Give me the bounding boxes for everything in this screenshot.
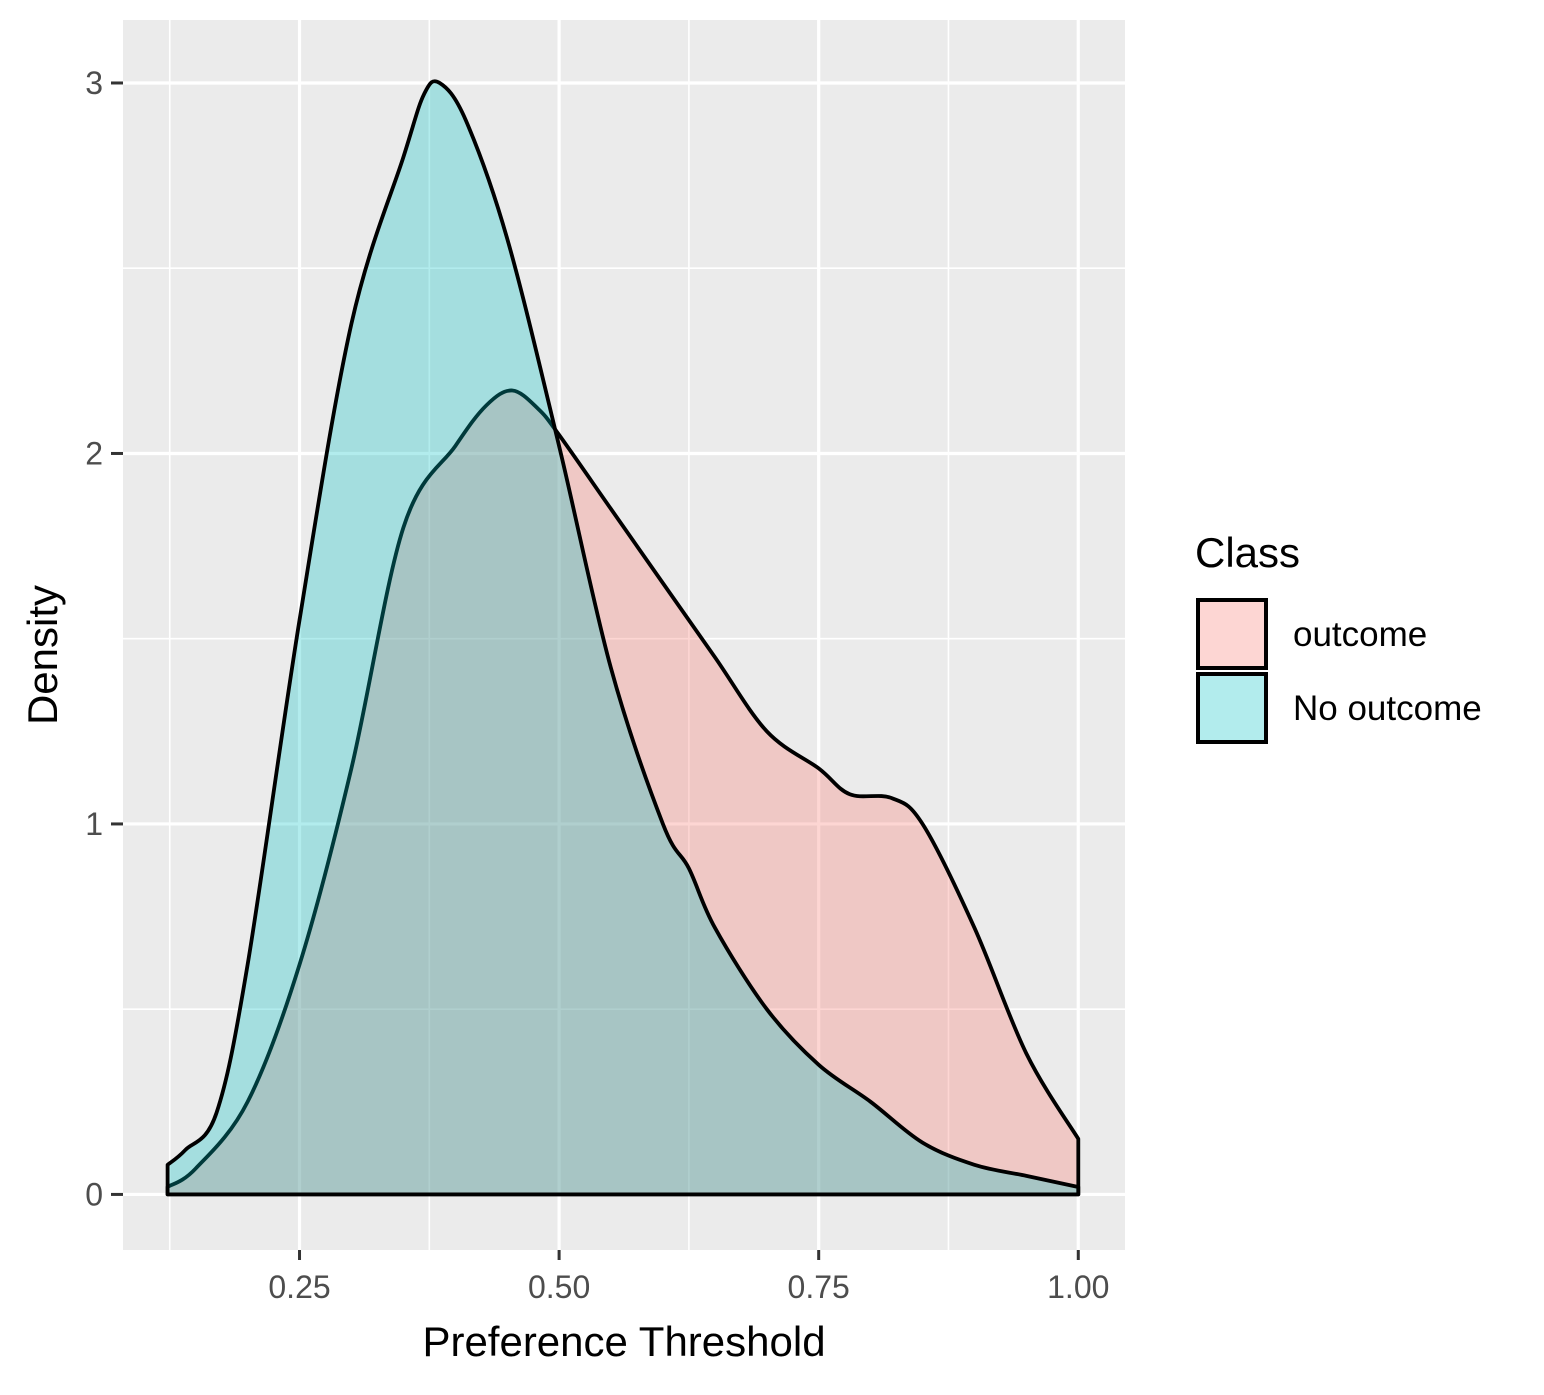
legend-label-outcome: outcome bbox=[1293, 615, 1427, 654]
minor-gridlines bbox=[123, 20, 1125, 1250]
legend-key-outcome bbox=[1196, 598, 1268, 670]
y-tick-label: 1 bbox=[85, 806, 103, 842]
x-tick-label: 0.25 bbox=[268, 1269, 330, 1305]
legend-key-bg bbox=[1198, 674, 1266, 742]
x-tick-label: 0.50 bbox=[528, 1269, 590, 1305]
density-series bbox=[165, 79, 1081, 1197]
legend-item-no-outcome: No outcome bbox=[1196, 672, 1482, 744]
major-gridlines bbox=[123, 20, 1125, 1250]
y-tick-label: 0 bbox=[85, 1176, 103, 1212]
density-area-outcome bbox=[165, 388, 1081, 1197]
legend: Class outcome No outcome bbox=[1195, 529, 1482, 744]
y-tick-label: 3 bbox=[85, 65, 103, 101]
y-axis-title: Density bbox=[19, 585, 66, 725]
y-tick-label: 2 bbox=[85, 435, 103, 471]
legend-key-bg bbox=[1198, 600, 1266, 668]
tick-labels: 0.25 0.50 0.75 1.00 0 1 2 3 bbox=[85, 65, 1109, 1305]
x-tick-label: 1.00 bbox=[1047, 1269, 1109, 1305]
legend-key-no-outcome bbox=[1196, 672, 1268, 744]
axis-ticks bbox=[111, 81, 1080, 1260]
legend-label-no-outcome: No outcome bbox=[1293, 689, 1482, 728]
x-axis-title: Preference Threshold bbox=[422, 1318, 825, 1365]
legend-items: outcome No outcome bbox=[1196, 598, 1482, 744]
x-tick-label: 0.75 bbox=[788, 1269, 850, 1305]
legend-title: Class bbox=[1195, 529, 1300, 576]
density-area-no-outcome bbox=[165, 79, 1081, 1197]
plot-panel bbox=[123, 20, 1125, 1250]
legend-item-outcome: outcome bbox=[1196, 598, 1427, 670]
